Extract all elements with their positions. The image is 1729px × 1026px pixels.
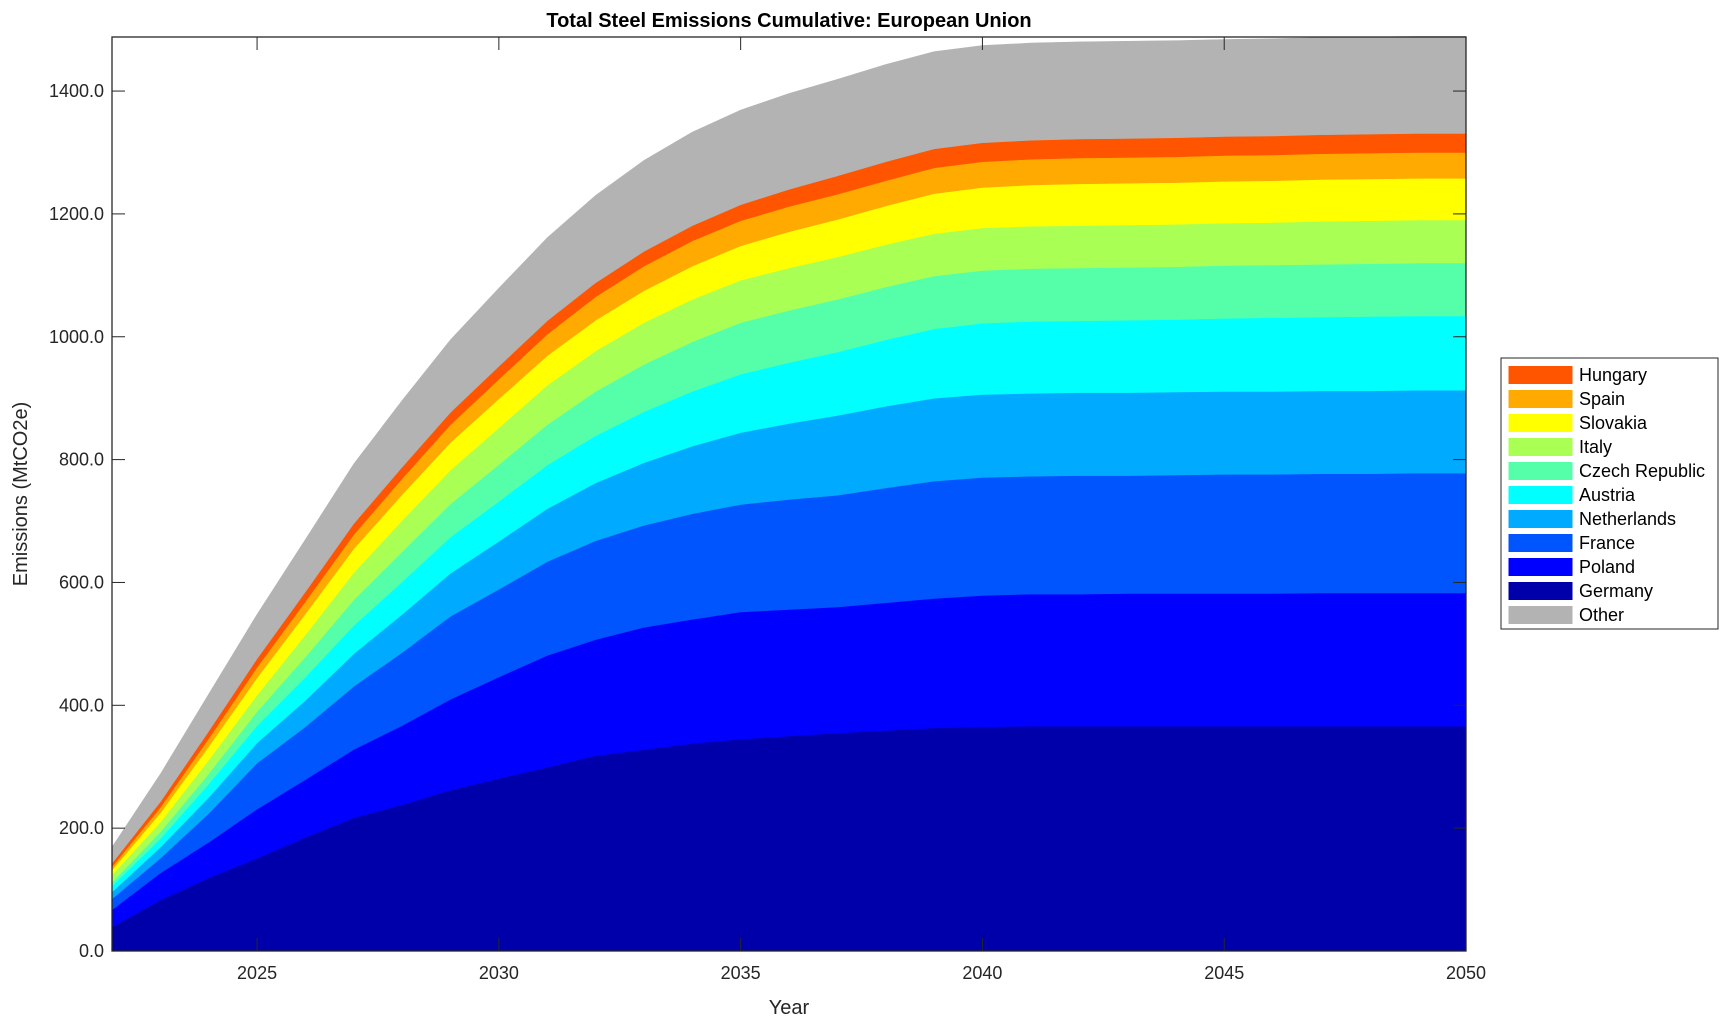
legend: Hungary Spain Slovakia Italy Czech Republic A… [1500, 357, 1719, 630]
y-tick-label: 0.0 [79, 941, 104, 961]
legend-label: Czech Republic [1579, 461, 1705, 481]
y-tick-label: 1200.0 [49, 204, 104, 224]
y-tick-label: 1400.0 [49, 81, 104, 101]
legend-swatch [1508, 558, 1573, 576]
legend-item-germany[interactable]: Germany [1508, 581, 1653, 601]
legend-swatch [1508, 534, 1573, 552]
legend-label: Italy [1579, 437, 1612, 457]
legend-item-poland[interactable]: Poland [1508, 557, 1635, 577]
legend-item-hungary[interactable]: Hungary [1508, 365, 1647, 385]
x-tick-label: 2035 [721, 963, 761, 983]
x-tick-label: 2045 [1204, 963, 1244, 983]
legend-label: Netherlands [1579, 509, 1676, 529]
legend-swatch [1508, 366, 1573, 384]
legend-swatch [1508, 390, 1573, 408]
legend-item-other[interactable]: Other [1508, 605, 1624, 625]
legend-label: Slovakia [1579, 413, 1648, 433]
x-tick-label: 2040 [962, 963, 1002, 983]
x-axis-label: Year [769, 997, 810, 1019]
legend-swatch [1508, 510, 1573, 528]
legend-item-netherlands[interactable]: Netherlands [1508, 509, 1676, 529]
y-tick-label: 1000.0 [49, 327, 104, 347]
x-tick-label: 2050 [1446, 963, 1486, 983]
x-tick-label: 2025 [237, 963, 277, 983]
legend-label: Other [1579, 605, 1624, 625]
y-tick-label: 800.0 [59, 450, 104, 470]
y-tick-label: 200.0 [59, 818, 104, 838]
legend-item-spain[interactable]: Spain [1508, 389, 1625, 409]
legend-item-france[interactable]: France [1508, 533, 1635, 553]
axis-ticks: 2025 2030 2035 2040 2045 2050 0.0 200.0 400.0 600… [49, 37, 1486, 983]
legend-swatch [1508, 462, 1573, 480]
legend-label: Austria [1579, 485, 1636, 505]
legend-label: Poland [1579, 557, 1635, 577]
legend-swatch [1508, 438, 1573, 456]
plot-frame [111, 36, 1467, 952]
legend-label: Spain [1579, 389, 1625, 409]
legend-swatch [1508, 582, 1573, 600]
legend-label: Germany [1579, 581, 1653, 601]
legend-swatch [1508, 606, 1573, 624]
y-tick-label: 400.0 [59, 695, 104, 715]
legend-label: France [1579, 533, 1635, 553]
x-tick-label: 2030 [479, 963, 519, 983]
y-tick-label: 600.0 [59, 572, 104, 592]
legend-item-italy[interactable]: Italy [1508, 437, 1612, 457]
legend-item-slovakia[interactable]: Slovakia [1508, 413, 1648, 433]
legend-item-austria[interactable]: Austria [1508, 485, 1636, 505]
legend-label: Hungary [1579, 365, 1647, 385]
legend-item-czech-republic[interactable]: Czech Republic [1508, 461, 1705, 481]
chart-title: Total Steel Emissions Cumulative: Europe… [546, 10, 1031, 32]
legend-swatch [1508, 486, 1573, 504]
area-layers [111, 36, 1467, 952]
y-axis-label: Emissions (MtCO2e) [10, 402, 32, 586]
legend-swatch [1508, 414, 1573, 432]
